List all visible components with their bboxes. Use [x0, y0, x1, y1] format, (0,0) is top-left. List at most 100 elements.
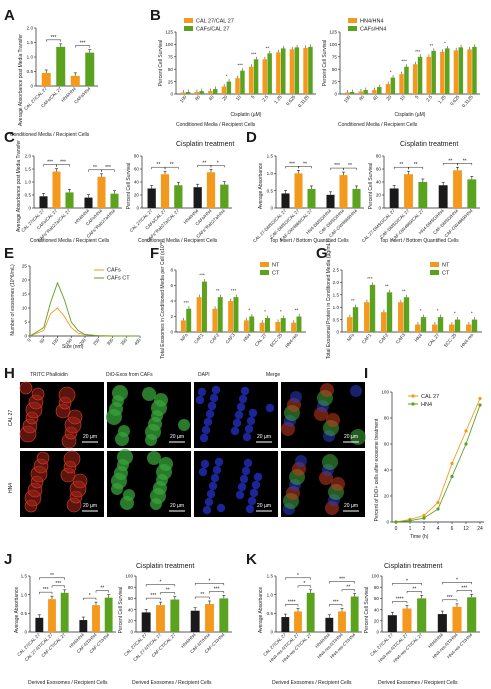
bar-d1 [281, 193, 290, 208]
bar-g [386, 292, 393, 332]
sig-label: ** [463, 158, 467, 164]
xtick-label: 300 [106, 337, 115, 346]
bar-c1 [84, 197, 93, 208]
chart-d2-ytick-label: 20 [376, 193, 382, 198]
sig-bracket [160, 592, 176, 595]
chart-j2-ytick-label: 40 [128, 607, 134, 612]
chart-d2-ytick-label: 60 [376, 167, 382, 172]
chart-k2-ytick-label: 60 [374, 596, 380, 601]
bar-k2 [452, 606, 462, 632]
cell-blob [214, 457, 224, 467]
chart-a-ytick-label: 2.0 [27, 26, 34, 31]
chart-b1-ytick-label: 75 [168, 55, 174, 60]
bar-k1 [338, 611, 346, 632]
bar-j1 [35, 617, 44, 632]
bar-j1 [104, 597, 113, 632]
sig-label: ** [430, 43, 434, 48]
category-label: 40 [208, 94, 215, 101]
sig-label: ** [166, 588, 170, 594]
sig-label: *** [105, 165, 111, 171]
chart-j2-ytick-label: 0 [130, 630, 133, 635]
chart-f-ytick-label: 6 [170, 283, 173, 288]
panel-label-e: E [4, 245, 14, 262]
cell-blob [159, 457, 173, 471]
panel-e-ylabel: Number of exosomes (10^6/mL) [10, 264, 16, 336]
bar-a [56, 46, 66, 86]
sig-label: *** [238, 63, 244, 68]
cell-blob [331, 477, 345, 491]
category-label: HN4-res-CT/CAL 27 [392, 632, 424, 664]
series-marker [478, 403, 482, 407]
bar-b2 [472, 46, 477, 94]
bar-b2 [363, 90, 368, 94]
sig-label: ** [448, 158, 452, 164]
legend-label-e: CAFs [107, 268, 121, 274]
bar-g [347, 317, 353, 332]
bar-b1 [208, 91, 213, 94]
sig-label: * [437, 308, 439, 313]
chart-c2-ytick-label: 20 [134, 193, 140, 198]
bar-b2 [458, 47, 464, 94]
sig-label: * [454, 311, 456, 316]
legend-marker [411, 402, 415, 406]
sig-label: *** [43, 587, 49, 593]
bar-f [233, 297, 239, 332]
cell-blob [195, 395, 205, 405]
bar-g [437, 317, 444, 332]
bar-j1 [60, 592, 69, 632]
panel-k-ylabel-right: Percent Cell Survival [364, 587, 370, 633]
chart-k2-ytick-label: 0 [376, 630, 379, 635]
xtick-label: 200 [78, 337, 87, 346]
cell-blob [201, 425, 211, 435]
legend-label-f: CT [272, 271, 280, 277]
chart-f-ytick-label: 8 [170, 268, 173, 273]
cell-blob [230, 426, 240, 436]
bar-b1 [213, 89, 218, 94]
cell-blob [203, 417, 213, 427]
bar-f [196, 297, 202, 332]
panel-label-a: A [4, 7, 15, 24]
legend-swatch-f [260, 262, 269, 267]
chart-f-ytick-label: 0 [170, 330, 173, 335]
sig-bracket [210, 165, 225, 168]
chart-j2-ytick-label: 100 [125, 574, 133, 579]
bar-b2 [344, 92, 350, 94]
chart-e-ytick-label: 25 [22, 264, 28, 269]
panel-h-microscopy-grid: TRITC Phalloidin DiO-Exos from CAFs DAPI… [8, 372, 280, 493]
cell-blob [240, 386, 250, 396]
category-label: 80 [194, 94, 201, 101]
panel-h-tiles: 20 µm 20 µm 20 µm 20 µm 20 µm 20 µm 20 µm 20 µm [19, 381, 366, 517]
chart-j1-ytick-label: 1.5 [21, 574, 28, 579]
sig-bracket [145, 584, 176, 587]
category-label: CAL 27 [427, 332, 441, 347]
xtick-label: 150 [64, 337, 73, 346]
category-label: CAF2 [378, 332, 390, 345]
sig-bracket [75, 45, 90, 48]
bar-k2 [467, 597, 477, 632]
bar-b1 [199, 91, 204, 94]
xlabel-cisplatin: Cisplatin (µM) [231, 112, 262, 118]
scale-label: 20 µm [257, 503, 271, 509]
legend-label-B1: CAFs/CAL 27 [196, 27, 229, 33]
sig-bracket [442, 582, 472, 585]
bar-d2 [453, 170, 462, 208]
sig-label: *** [150, 593, 156, 599]
bar-c2 [174, 185, 183, 208]
chart-d1-ytick-label: 1.5 [267, 154, 274, 159]
chart-i-ytick-label: 20 [384, 494, 390, 499]
category-label: 2.5 [425, 94, 433, 102]
bar-d2 [467, 179, 477, 208]
sig-bracket [164, 166, 179, 170]
bar-j2 [190, 610, 200, 632]
sig-label: * [264, 309, 266, 314]
sig-label: ** [295, 308, 299, 313]
sig-label: ** [93, 165, 97, 171]
cell-blob [117, 449, 133, 465]
scale-label: 20 µm [83, 503, 97, 509]
chart-g-ytick-label: 1.5 [333, 293, 340, 298]
chart-j1-ytick-label: 0 [24, 630, 27, 635]
cell-blob [200, 459, 210, 469]
